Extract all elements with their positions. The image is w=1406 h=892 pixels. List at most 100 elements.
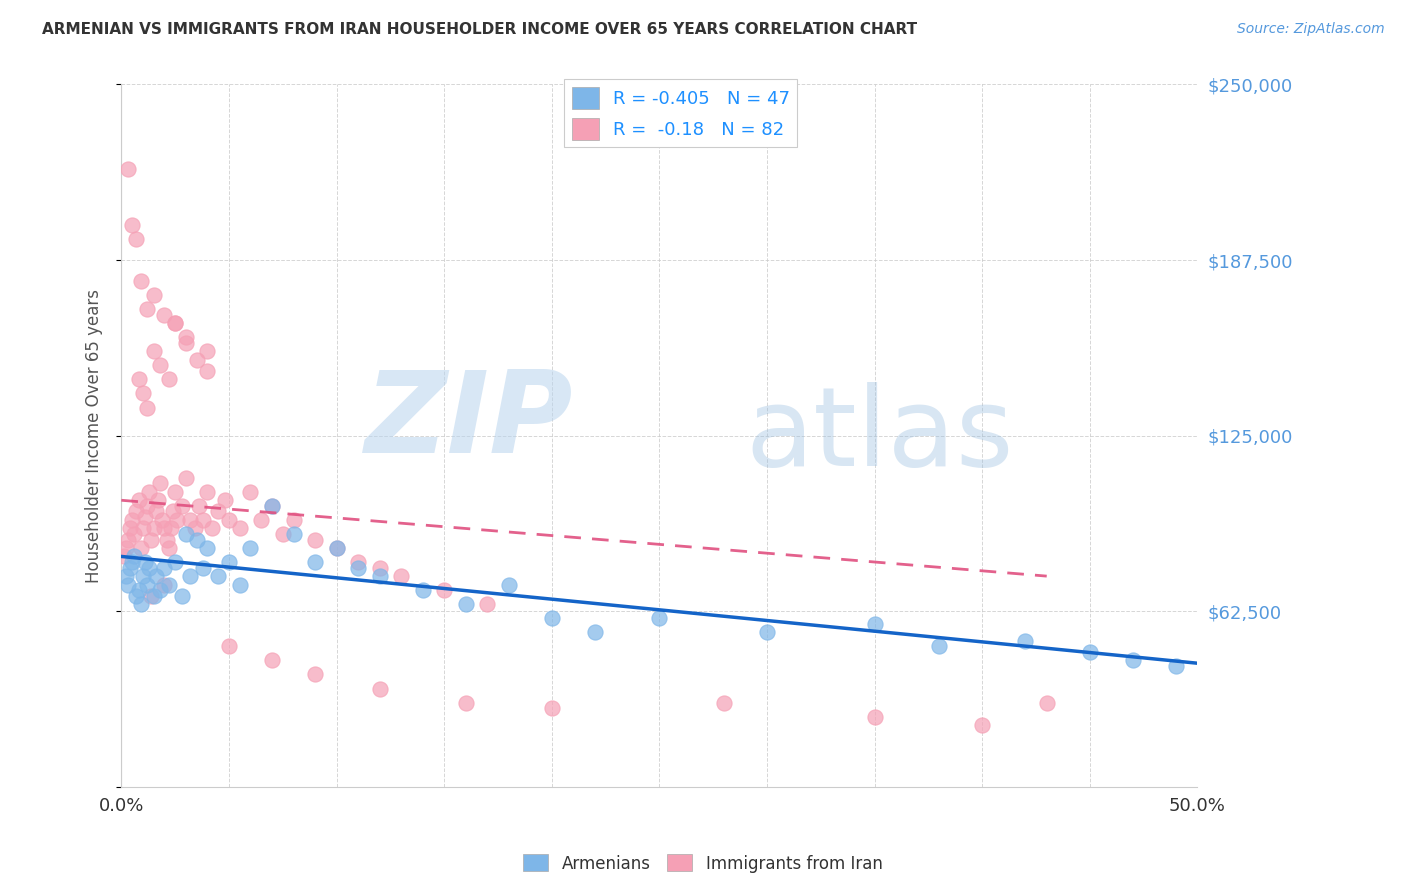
Point bbox=[368, 681, 391, 696]
Point bbox=[128, 372, 150, 386]
Point bbox=[283, 527, 305, 541]
Point bbox=[260, 499, 283, 513]
Point bbox=[179, 513, 201, 527]
Point bbox=[145, 569, 167, 583]
Point bbox=[157, 372, 180, 386]
Point bbox=[153, 560, 176, 574]
Point bbox=[713, 696, 735, 710]
Point bbox=[498, 577, 520, 591]
Point bbox=[122, 549, 145, 564]
Point bbox=[304, 533, 326, 547]
Point bbox=[347, 560, 370, 574]
Point bbox=[118, 560, 141, 574]
Point bbox=[755, 625, 778, 640]
Point bbox=[132, 521, 155, 535]
Point bbox=[138, 484, 160, 499]
Point bbox=[186, 352, 208, 367]
Point bbox=[201, 521, 224, 535]
Point bbox=[157, 541, 180, 555]
Point bbox=[207, 569, 229, 583]
Point bbox=[239, 484, 262, 499]
Point bbox=[389, 569, 412, 583]
Point bbox=[454, 597, 477, 611]
Point bbox=[149, 359, 172, 373]
Point bbox=[863, 709, 886, 723]
Point bbox=[125, 589, 148, 603]
Point bbox=[165, 484, 187, 499]
Point bbox=[347, 555, 370, 569]
Point bbox=[250, 513, 273, 527]
Point bbox=[433, 583, 456, 598]
Point bbox=[153, 308, 176, 322]
Point bbox=[117, 161, 139, 176]
Point bbox=[165, 555, 187, 569]
Point bbox=[114, 541, 136, 555]
Point bbox=[165, 316, 187, 330]
Legend: R = -0.405   N = 47, R =  -0.18   N = 82: R = -0.405 N = 47, R = -0.18 N = 82 bbox=[564, 79, 797, 147]
Point bbox=[218, 640, 240, 654]
Point bbox=[125, 232, 148, 246]
Point bbox=[146, 493, 169, 508]
Point bbox=[138, 560, 160, 574]
Point bbox=[165, 316, 187, 330]
Point bbox=[145, 504, 167, 518]
Point bbox=[132, 386, 155, 401]
Point bbox=[197, 364, 219, 378]
Point bbox=[174, 527, 197, 541]
Point bbox=[477, 597, 499, 611]
Point bbox=[1122, 653, 1144, 667]
Point bbox=[153, 521, 176, 535]
Text: ZIP: ZIP bbox=[364, 366, 574, 477]
Point bbox=[170, 499, 193, 513]
Point bbox=[142, 589, 165, 603]
Point bbox=[174, 335, 197, 350]
Point bbox=[174, 471, 197, 485]
Point bbox=[150, 513, 173, 527]
Point bbox=[134, 555, 156, 569]
Point bbox=[218, 555, 240, 569]
Point bbox=[141, 533, 163, 547]
Point bbox=[1164, 659, 1187, 673]
Point bbox=[260, 499, 283, 513]
Point bbox=[1014, 633, 1036, 648]
Point bbox=[186, 533, 208, 547]
Point bbox=[117, 577, 139, 591]
Point bbox=[174, 330, 197, 344]
Point bbox=[583, 625, 606, 640]
Point bbox=[153, 577, 176, 591]
Point bbox=[197, 484, 219, 499]
Point bbox=[136, 499, 159, 513]
Point bbox=[142, 521, 165, 535]
Point bbox=[122, 527, 145, 541]
Point bbox=[136, 577, 159, 591]
Point bbox=[1078, 645, 1101, 659]
Point bbox=[191, 560, 214, 574]
Point bbox=[283, 513, 305, 527]
Point bbox=[160, 521, 183, 535]
Point bbox=[166, 513, 188, 527]
Point bbox=[187, 499, 209, 513]
Point bbox=[368, 560, 391, 574]
Point bbox=[325, 541, 347, 555]
Point bbox=[121, 218, 143, 232]
Point bbox=[972, 718, 994, 732]
Point bbox=[191, 513, 214, 527]
Point bbox=[454, 696, 477, 710]
Point bbox=[271, 527, 294, 541]
Point bbox=[118, 521, 141, 535]
Text: atlas: atlas bbox=[745, 382, 1014, 489]
Point bbox=[112, 549, 135, 564]
Point bbox=[197, 344, 219, 359]
Point bbox=[129, 274, 152, 288]
Point bbox=[155, 533, 177, 547]
Point bbox=[117, 533, 139, 547]
Point bbox=[129, 541, 152, 555]
Point bbox=[540, 701, 562, 715]
Point bbox=[170, 589, 193, 603]
Point bbox=[228, 577, 250, 591]
Point bbox=[142, 344, 165, 359]
Point bbox=[114, 569, 136, 583]
Point bbox=[162, 504, 184, 518]
Point bbox=[141, 589, 163, 603]
Point bbox=[179, 569, 201, 583]
